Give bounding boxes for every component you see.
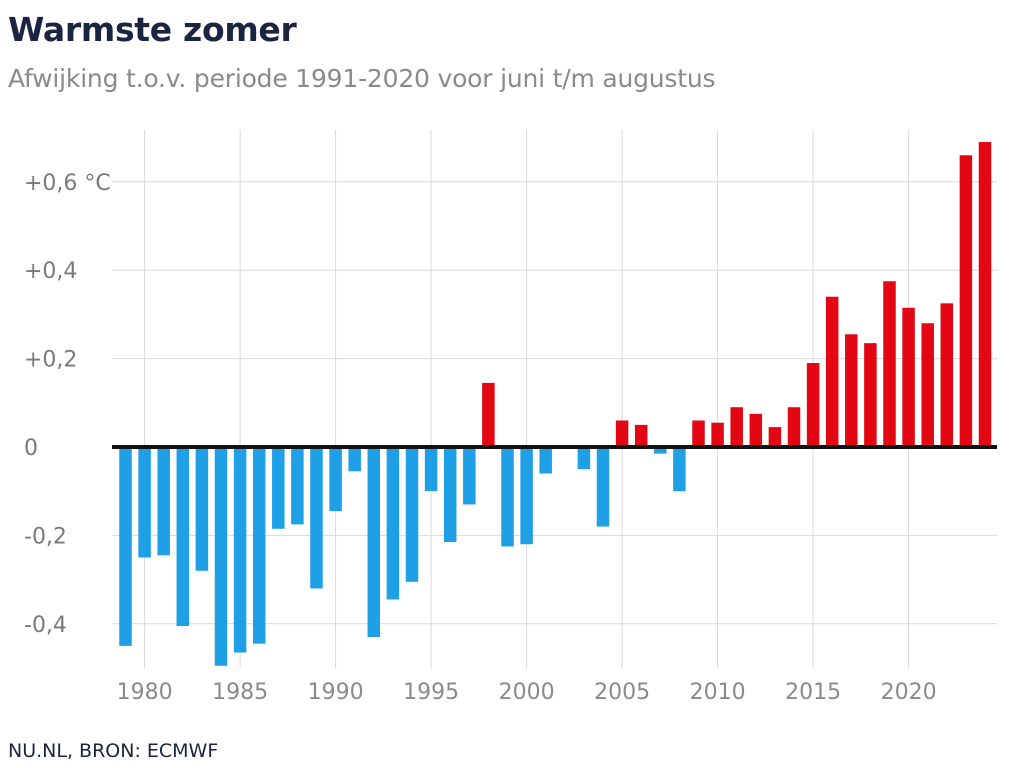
bar-2020 <box>902 307 915 447</box>
bar-1983 <box>195 447 209 571</box>
bar-2005 <box>615 420 629 447</box>
bar-1986 <box>252 447 266 644</box>
bar-2001 <box>539 447 552 474</box>
bar-2018 <box>864 343 877 447</box>
bar-1999 <box>501 447 514 547</box>
bar-2013 <box>768 427 782 447</box>
chart-title: Warmste zomer <box>8 10 297 49</box>
bar-1994 <box>405 447 419 582</box>
bar-1987 <box>272 447 285 529</box>
bar-1996 <box>443 447 457 543</box>
y-tick-label: -0,4 <box>24 613 67 638</box>
x-tick-label: 2010 <box>690 680 746 705</box>
bar-2012 <box>749 413 763 447</box>
bar-1980 <box>138 447 151 558</box>
bar-2022 <box>940 303 954 447</box>
bar-2021 <box>921 323 934 447</box>
bar-2007 <box>654 447 667 454</box>
x-tick-label: 1980 <box>117 680 173 705</box>
bar-2004 <box>596 447 610 527</box>
bar-1997 <box>463 447 476 505</box>
bar-1979 <box>119 447 132 646</box>
bar-2023 <box>959 155 973 447</box>
bar-1990 <box>329 447 342 512</box>
x-axis-ticks: 1980 1985 1990 1995 2000 2005 2010 2015 2020 <box>117 680 937 705</box>
y-axis-ticks: +0,6 °C +0,4 +0,2 0 -0,2 -0,4 <box>24 171 111 638</box>
bar-1989 <box>310 447 323 589</box>
y-tick-label: 0 <box>24 436 38 461</box>
bar-2019 <box>883 281 896 447</box>
bar-1988 <box>291 447 304 525</box>
x-tick-label: 2015 <box>785 680 841 705</box>
x-tick-label: 1990 <box>308 680 364 705</box>
bars <box>119 142 992 666</box>
x-tick-label: 1985 <box>212 680 268 705</box>
y-tick-label: -0,2 <box>24 524 67 549</box>
x-tick-label: 2005 <box>594 680 650 705</box>
bar-1993 <box>386 447 400 600</box>
bar-2017 <box>845 334 858 447</box>
bar-2003 <box>577 447 591 470</box>
y-tick-label: +0,6 °C <box>24 171 111 196</box>
bar-1991 <box>348 447 361 472</box>
bar-2006 <box>634 424 648 447</box>
bar-1982 <box>176 447 190 627</box>
bar-1998 <box>482 382 495 447</box>
bar-2011 <box>730 407 743 447</box>
bar-2015 <box>806 363 820 447</box>
bar-2009 <box>692 420 705 447</box>
chart-subtitle: Afwijking t.o.v. periode 1991-2020 voor … <box>8 64 716 93</box>
bar-2016 <box>825 296 839 447</box>
y-tick-label: +0,2 <box>24 348 77 373</box>
bar-1995 <box>424 447 438 492</box>
source-credit: NU.NL, BRON: ECMWF <box>8 740 219 762</box>
bar-1985 <box>233 447 247 653</box>
x-tick-label: 1995 <box>403 680 459 705</box>
x-tick-label: 2020 <box>881 680 937 705</box>
bar-2014 <box>787 407 801 447</box>
bar-2008 <box>673 447 686 492</box>
bar-1981 <box>157 447 170 556</box>
bar-2010 <box>711 422 724 447</box>
bar-2024 <box>978 142 992 447</box>
y-tick-label: +0,4 <box>24 259 77 284</box>
bar-2000 <box>520 447 533 545</box>
bar-1984 <box>214 447 228 666</box>
x-tick-label: 2000 <box>499 680 555 705</box>
bar-1992 <box>367 447 381 638</box>
